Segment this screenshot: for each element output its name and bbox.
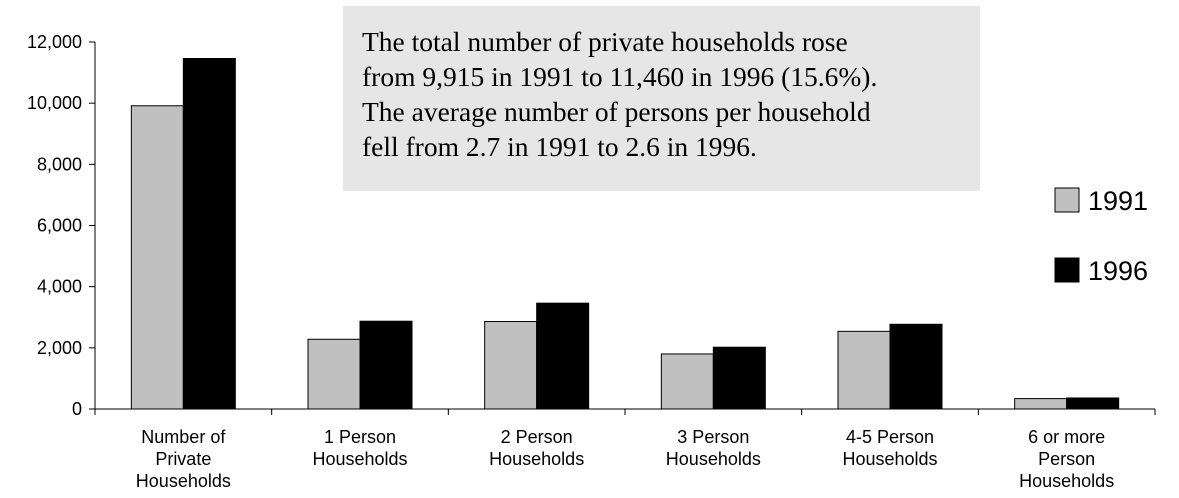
y-tick-label: 0 [72,399,82,419]
x-tick-label: Person [1038,449,1095,469]
bar-1996 [1066,397,1120,410]
y-tick-label: 12,000 [27,32,82,52]
legend-label: 1996 [1088,256,1148,286]
bar-1991 [660,353,714,410]
x-tick-label: 3 Person [677,427,749,447]
annotation-line: The total number of private households r… [362,26,848,57]
legend-label: 1991 [1088,186,1148,216]
x-tick-label: Households [842,449,937,469]
annotation-line: fell from 2.7 in 1991 to 2.6 in 1996. [362,131,757,162]
x-tick-label: Households [666,449,761,469]
x-tick-label: 1 Person [324,427,396,447]
annotation-line: The average number of persons per househ… [362,96,871,127]
bar-1996 [359,320,413,410]
x-tick-label: Private [155,449,211,469]
x-tick-label: Households [1019,471,1114,491]
x-tick-label: 2 Person [501,427,573,447]
annotation-box: The total number of private households r… [343,6,980,191]
x-tick-label: Households [489,449,584,469]
legend-swatch [1054,187,1080,213]
y-tick-label: 8,000 [37,154,82,174]
bar-1991 [484,321,538,410]
x-tick-label: 4-5 Person [846,427,934,447]
bar-1996 [182,58,236,410]
bar-1996 [536,302,590,410]
bar-1996 [889,323,943,410]
bar-1996 [712,346,766,410]
x-tick-label: Number of [141,427,226,447]
x-tick-label: Households [136,471,231,491]
y-tick-label: 10,000 [27,93,82,113]
y-tick-label: 4,000 [37,277,82,297]
bar-1991 [837,330,891,410]
x-tick-label: 6 or more [1028,427,1105,447]
bar-1991 [130,105,184,410]
x-tick-label: Households [312,449,407,469]
bar-1991 [1014,398,1068,410]
y-tick-label: 6,000 [37,216,82,236]
annotation-line: from 9,915 in 1991 to 11,460 in 1996 (15… [362,61,878,92]
y-tick-label: 2,000 [37,338,82,358]
legend-swatch [1054,257,1080,283]
bar-1991 [307,338,361,410]
